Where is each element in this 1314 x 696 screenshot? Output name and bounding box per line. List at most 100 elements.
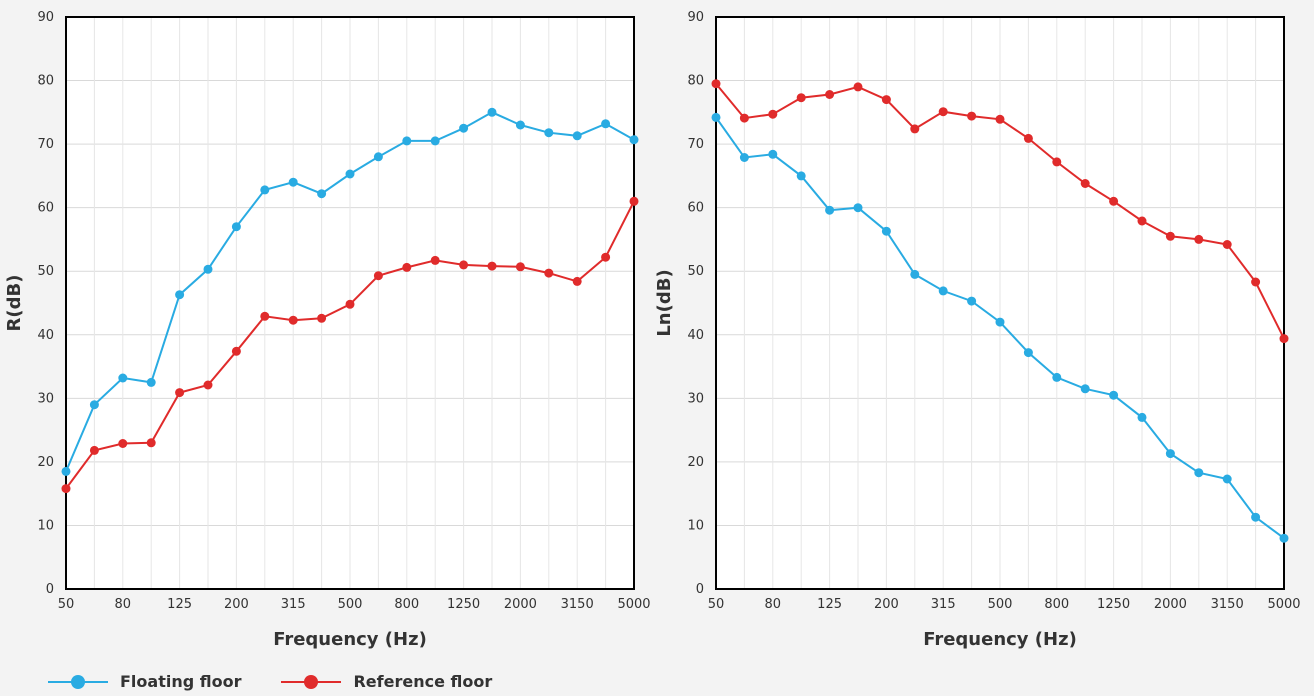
x-tick-label: 125 (817, 597, 842, 612)
x-tick-label: 3150 (1211, 597, 1244, 612)
data-point-reference-floor (487, 261, 497, 271)
data-point-floating-floor (515, 120, 525, 130)
data-point-reference-floor (175, 388, 185, 398)
data-point-reference-floor (796, 93, 806, 103)
y-tick-label: 10 (37, 518, 54, 533)
data-point-floating-floor (487, 107, 497, 117)
y-tick-label: 90 (37, 10, 54, 25)
y-tick-label: 30 (37, 391, 54, 406)
data-point-floating-floor (1251, 512, 1261, 522)
data-point-reference-floor (1109, 196, 1119, 206)
data-point-reference-floor (711, 79, 721, 89)
data-point-reference-floor (910, 124, 920, 134)
data-point-reference-floor (1279, 334, 1289, 344)
chart-1: 0 10 20 30 40 50 60 70 80 90 50 80 125 200 315 500 800 12… (4, 10, 651, 650)
y-tick-label: 50 (687, 264, 704, 279)
y-tick-label: 60 (37, 201, 54, 216)
x-axis-title: Frequency (Hz) (923, 629, 1077, 650)
x-tick-label: 80 (115, 597, 132, 612)
data-point-floating-floor (61, 466, 71, 476)
data-point-reference-floor (373, 271, 383, 281)
data-point-floating-floor (430, 136, 440, 146)
legend-item-floating: Floating floor (48, 672, 241, 691)
y-tick-label: 50 (37, 264, 54, 279)
data-point-floating-floor (1052, 372, 1062, 382)
data-point-reference-floor (1052, 157, 1062, 167)
data-point-reference-floor (1165, 231, 1175, 241)
x-tick-label: 5000 (617, 597, 650, 612)
x-tick-label: 2000 (504, 597, 537, 612)
y-tick-label: 80 (37, 74, 54, 89)
y-tick-label: 10 (687, 518, 704, 533)
data-point-reference-floor (1023, 133, 1033, 143)
data-point-floating-floor (146, 377, 156, 387)
data-point-floating-floor (910, 269, 920, 279)
data-point-floating-floor (768, 149, 778, 159)
y-axis-title: Ln(dB) (654, 269, 675, 336)
data-point-reference-floor (231, 346, 241, 356)
data-point-reference-floor (515, 262, 525, 272)
data-point-floating-floor (881, 226, 891, 236)
data-point-reference-floor (825, 90, 835, 99)
data-point-floating-floor (345, 169, 355, 179)
data-point-reference-floor (203, 380, 213, 390)
legend-swatch-floating-icon (48, 674, 108, 689)
legend: Floating floor Reference floor (48, 672, 492, 691)
data-point-floating-floor (459, 123, 469, 133)
legend-swatch-reference-icon (281, 674, 342, 689)
y-tick-label: 80 (687, 74, 704, 89)
data-point-floating-floor (402, 136, 412, 146)
data-point-floating-floor (967, 296, 977, 306)
x-tick-label: 50 (58, 597, 75, 612)
data-point-floating-floor (203, 264, 213, 274)
data-point-floating-floor (231, 222, 241, 232)
legend-label-reference: Reference floor (353, 672, 493, 691)
y-tick-label: 20 (687, 455, 704, 470)
data-point-reference-floor (1137, 216, 1147, 226)
data-point-reference-floor (881, 95, 891, 105)
data-point-floating-floor (373, 152, 383, 162)
y-tick-label: 30 (687, 391, 704, 406)
plot-frame (65, 16, 635, 590)
data-point-floating-floor (1023, 348, 1033, 358)
data-point-reference-floor (601, 252, 611, 262)
data-point-floating-floor (317, 189, 327, 199)
data-point-reference-floor (938, 107, 948, 117)
x-tick-label: 800 (394, 597, 419, 612)
data-point-reference-floor (61, 484, 71, 494)
x-tick-label: 500 (338, 597, 363, 612)
data-point-floating-floor (601, 119, 611, 129)
data-point-floating-floor (572, 131, 582, 141)
data-point-reference-floor (317, 313, 327, 323)
x-tick-label: 1250 (447, 597, 480, 612)
x-tick-label: 2000 (1154, 597, 1187, 612)
data-point-reference-floor (544, 268, 554, 278)
data-point-floating-floor (118, 373, 128, 383)
y-tick-label: 70 (687, 137, 704, 152)
data-point-floating-floor (796, 171, 806, 181)
data-point-reference-floor (345, 299, 355, 309)
data-point-reference-floor (1251, 277, 1261, 287)
x-tick-label: 200 (874, 597, 899, 612)
x-tick-label: 3150 (561, 597, 594, 612)
data-point-reference-floor (768, 109, 778, 119)
data-point-floating-floor (1165, 449, 1175, 459)
data-point-floating-floor (1194, 468, 1204, 478)
data-point-reference-floor (739, 113, 749, 123)
y-tick-label: 70 (37, 137, 54, 152)
data-point-floating-floor (1109, 390, 1119, 400)
y-tick-label: 0 (696, 582, 704, 597)
data-point-reference-floor (402, 262, 412, 272)
data-point-reference-floor (1080, 179, 1090, 188)
data-point-reference-floor (629, 196, 639, 206)
x-tick-label: 200 (224, 597, 249, 612)
data-point-floating-floor (995, 317, 1005, 327)
x-tick-label: 315 (281, 597, 306, 612)
data-point-reference-floor (430, 255, 440, 265)
data-point-floating-floor (711, 112, 721, 122)
data-point-floating-floor (739, 153, 749, 162)
data-point-reference-floor (118, 439, 128, 448)
x-tick-label: 5000 (1267, 597, 1300, 612)
data-point-reference-floor (853, 82, 863, 92)
legend-item-reference: Reference floor (281, 672, 492, 691)
